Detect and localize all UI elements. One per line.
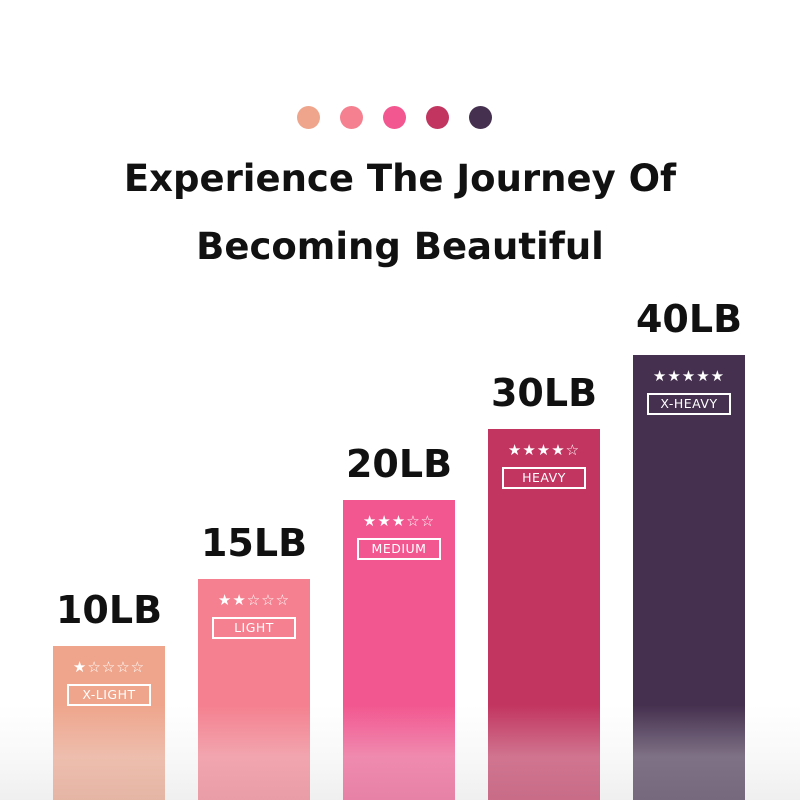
level-label: X-LIGHT bbox=[67, 684, 151, 706]
color-dot bbox=[469, 106, 492, 129]
weight-label: 20LB bbox=[345, 442, 453, 486]
star-rating-icon: ★★★★☆ bbox=[507, 441, 581, 459]
level-label: LIGHT bbox=[212, 617, 296, 639]
star-rating-icon: ★★☆☆☆ bbox=[217, 591, 291, 609]
color-dot bbox=[340, 106, 363, 129]
headline-line-2: Becoming Beautiful bbox=[196, 225, 604, 268]
level-label: MEDIUM bbox=[357, 538, 441, 560]
weight-label: 40LB bbox=[635, 297, 743, 341]
weight-label: 15LB bbox=[200, 521, 308, 565]
weight-label: 30LB bbox=[490, 371, 598, 415]
level-bar: ★★★★★ X-HEAVY bbox=[633, 355, 745, 800]
star-rating-icon: ★★★☆☆ bbox=[362, 512, 436, 530]
level-bar: ★★★★☆ HEAVY bbox=[488, 429, 600, 800]
level-label: X-HEAVY bbox=[647, 393, 731, 415]
level-bar: ★★★☆☆ MEDIUM bbox=[343, 500, 455, 800]
level-bar: ★☆☆☆☆ X-LIGHT bbox=[53, 646, 165, 800]
star-rating-icon: ★★★★★ bbox=[652, 367, 726, 385]
color-dot bbox=[383, 106, 406, 129]
color-dot bbox=[297, 106, 320, 129]
headline-line-1: Experience The Journey Of bbox=[123, 157, 677, 200]
weight-label: 10LB bbox=[55, 588, 163, 632]
star-rating-icon: ★☆☆☆☆ bbox=[72, 658, 146, 676]
level-label: HEAVY bbox=[502, 467, 586, 489]
color-dot bbox=[426, 106, 449, 129]
level-bar: ★★☆☆☆ LIGHT bbox=[198, 579, 310, 800]
